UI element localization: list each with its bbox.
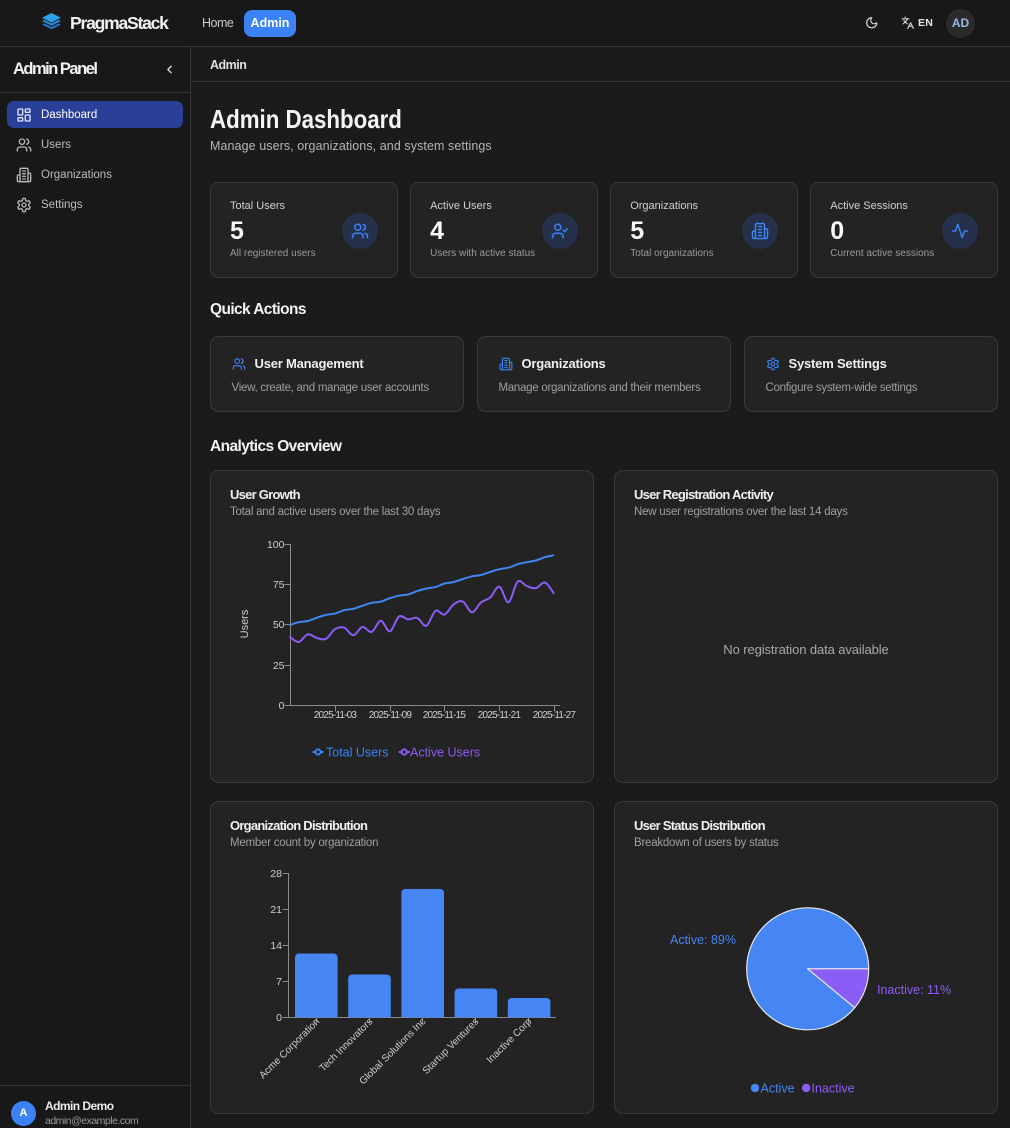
svg-text:25: 25 <box>273 660 285 672</box>
svg-text:21: 21 <box>270 904 282 916</box>
svg-text:28: 28 <box>270 868 282 880</box>
svg-text:2025-11-27: 2025-11-27 <box>533 710 577 721</box>
svg-text:2025-11-15: 2025-11-15 <box>423 710 467 721</box>
svg-text:7: 7 <box>276 976 282 988</box>
svg-text:Inactive Corp: Inactive Corp <box>485 1016 535 1066</box>
svg-text:Startup Ventures: Startup Ventures <box>421 1016 481 1076</box>
svg-text:Active Users: Active Users <box>410 746 480 760</box>
svg-text:14: 14 <box>270 940 282 952</box>
svg-text:50: 50 <box>273 619 285 631</box>
svg-text:0: 0 <box>279 700 285 712</box>
svg-text:Users: Users <box>239 609 251 638</box>
svg-text:100: 100 <box>267 539 285 551</box>
svg-text:Active: 89%: Active: 89% <box>670 933 736 947</box>
svg-text:Acme Corporation: Acme Corporation <box>257 1016 322 1081</box>
svg-text:Inactive: Inactive <box>812 1082 855 1096</box>
svg-text:2025-11-09: 2025-11-09 <box>369 710 413 721</box>
svg-text:2025-11-21: 2025-11-21 <box>478 710 522 721</box>
svg-text:Tech Innovators: Tech Innovators <box>318 1016 376 1074</box>
svg-text:0: 0 <box>276 1012 282 1024</box>
svg-text:75: 75 <box>273 579 285 591</box>
svg-text:2025-11-03: 2025-11-03 <box>314 710 358 721</box>
svg-text:Total Users: Total Users <box>326 746 389 760</box>
svg-text:Inactive: 11%: Inactive: 11% <box>877 983 951 997</box>
svg-text:Active: Active <box>761 1082 795 1096</box>
